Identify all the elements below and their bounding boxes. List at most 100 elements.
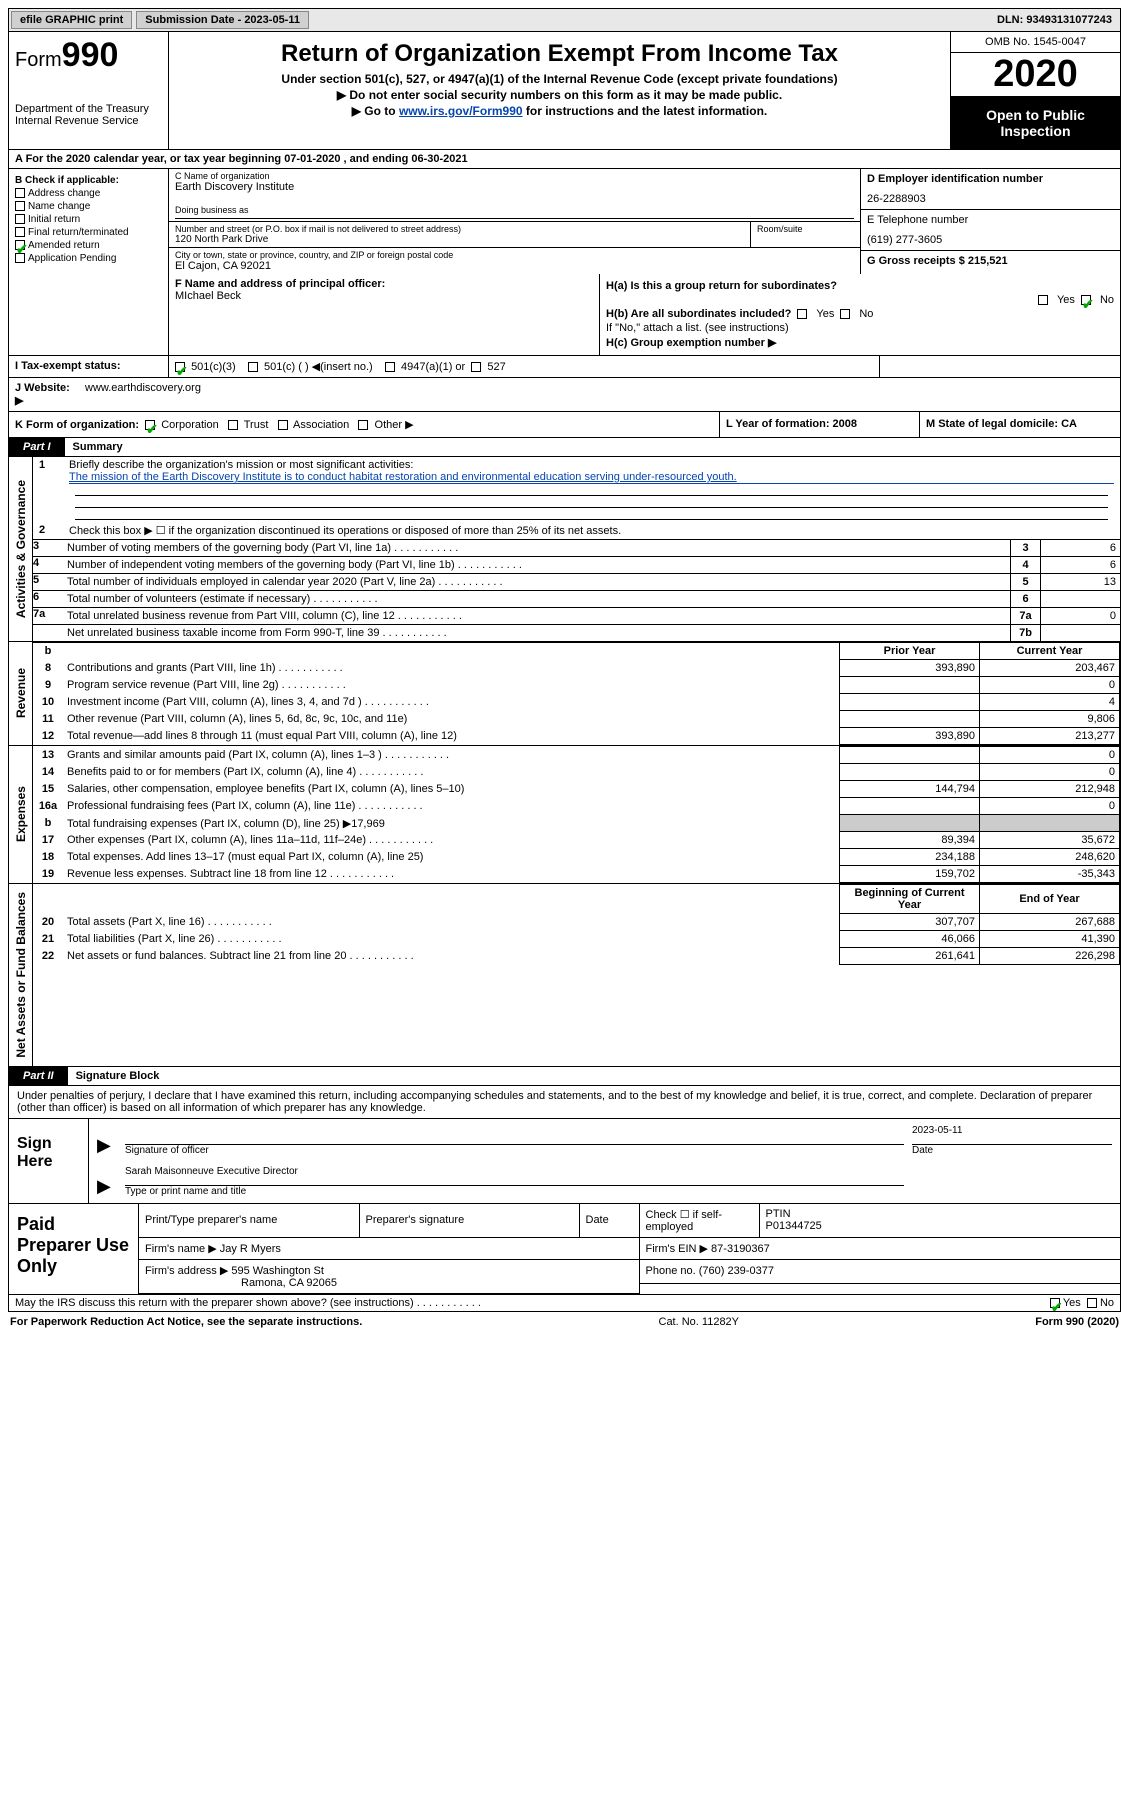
omb-number: OMB No. 1545-0047: [951, 32, 1120, 53]
l10-prior: [840, 694, 980, 711]
address-change-label: Address change: [28, 188, 100, 199]
efile-button[interactable]: efile GRAPHIC print: [11, 11, 132, 29]
row-a-tax-year: A For the 2020 calendar year, or tax yea…: [8, 150, 1121, 169]
prep-check-label: Check ☐ if self-employed: [646, 1208, 753, 1233]
assoc-label: Association: [293, 419, 349, 431]
prep-date-label: Date: [586, 1214, 633, 1226]
firm-phone-value: Phone no. (760) 239-0377: [639, 1259, 1120, 1283]
org-name-label: C Name of organization: [175, 171, 854, 181]
l13-prior: [840, 747, 980, 764]
l8-curr: 203,467: [980, 660, 1120, 677]
final-return-checkbox[interactable]: [15, 227, 25, 237]
gross-receipts-label: G Gross receipts $ 215,521: [867, 255, 1008, 267]
ha-yes-checkbox[interactable]: [1038, 295, 1048, 305]
paperwork-notice: For Paperwork Reduction Act Notice, see …: [10, 1316, 362, 1328]
501c3-checkbox[interactable]: ✔: [175, 362, 185, 372]
state-domicile: M State of legal domicile: CA: [926, 418, 1077, 430]
4947-checkbox[interactable]: [385, 362, 395, 372]
ptin-label: PTIN: [766, 1208, 1115, 1220]
line2-text: Check this box ▶ ☐ if the organization d…: [69, 524, 1114, 537]
l17-label: Other expenses (Part IX, column (A), lin…: [63, 832, 840, 849]
form-version: Form 990 (2020): [1035, 1316, 1119, 1328]
discuss-no-label: No: [1100, 1297, 1114, 1309]
trust-checkbox[interactable]: [228, 420, 238, 430]
hc-label: H(c) Group exemption number ▶: [606, 336, 776, 349]
hb-yes-checkbox[interactable]: [797, 309, 807, 319]
dln-label: DLN: 93493131077243: [989, 14, 1120, 26]
part2-title: Signature Block: [68, 1068, 1120, 1084]
hb-no-checkbox[interactable]: [840, 309, 850, 319]
vtab-revenue: Revenue: [14, 660, 28, 726]
l16a-curr: 0: [980, 798, 1120, 815]
yes-label-2: Yes: [816, 308, 834, 320]
submission-date-button[interactable]: Submission Date - 2023-05-11: [136, 11, 309, 29]
hb-note: If "No," attach a list. (see instruction…: [606, 322, 1114, 334]
corp-checkbox[interactable]: ✔: [145, 420, 155, 430]
ptin-value: P01344725: [766, 1220, 1115, 1232]
address-change-checkbox[interactable]: [15, 188, 25, 198]
l19-curr: -35,343: [980, 866, 1120, 883]
4947-label: 4947(a)(1) or: [401, 361, 465, 373]
l16b-label: Total fundraising expenses (Part IX, col…: [63, 815, 840, 832]
ha-no-checkbox[interactable]: ✔: [1081, 295, 1091, 305]
phone-value: (619) 277-3605: [867, 234, 1114, 246]
name-change-checkbox[interactable]: [15, 201, 25, 211]
l18-curr: 248,620: [980, 849, 1120, 866]
firm-ein-value: Firm's EIN ▶ 87-3190367: [639, 1237, 1120, 1259]
amended-return-label: Amended return: [28, 240, 100, 251]
firm-name-value: Jay R Myers: [220, 1243, 281, 1255]
part1-badge: Part I: [9, 438, 65, 456]
l15-prior: 144,794: [840, 781, 980, 798]
suite-label: Room/suite: [757, 224, 854, 234]
l20-boy: 307,707: [840, 914, 980, 931]
line7b-value: [1040, 625, 1120, 641]
form-org-label: K Form of organization:: [15, 419, 139, 431]
501c-checkbox[interactable]: [248, 362, 258, 372]
501c-label: 501(c) ( ) ◀(insert no.): [264, 361, 373, 373]
assoc-checkbox[interactable]: [278, 420, 288, 430]
l16a-label: Professional fundraising fees (Part IX, …: [63, 798, 840, 815]
other-checkbox[interactable]: [358, 420, 368, 430]
goto-prefix: ▶ Go to: [352, 104, 399, 118]
city-label: City or town, state or province, country…: [175, 250, 854, 260]
line5-label: Total number of individuals employed in …: [63, 574, 1010, 590]
name-arrow-icon: ▶: [97, 1176, 117, 1197]
instructions-link[interactable]: www.irs.gov/Form990: [399, 104, 523, 118]
mission-label: Briefly describe the organization's miss…: [69, 459, 1114, 471]
vtab-netassets: Net Assets or Fund Balances: [14, 884, 28, 1066]
firm-addr-label: Firm's address ▶: [145, 1265, 228, 1277]
line7a-label: Total unrelated business revenue from Pa…: [63, 608, 1010, 624]
l20-label: Total assets (Part X, line 16): [63, 914, 840, 931]
trust-label: Trust: [244, 419, 269, 431]
penalty-statement: Under penalties of perjury, I declare th…: [8, 1086, 1121, 1119]
discuss-yes-checkbox[interactable]: ✔: [1050, 1298, 1060, 1308]
l22-eoy: 226,298: [980, 948, 1120, 965]
l15-curr: 212,948: [980, 781, 1120, 798]
name-change-label: Name change: [28, 201, 90, 212]
ein-label: D Employer identification number: [867, 173, 1043, 185]
pending-checkbox[interactable]: [15, 253, 25, 263]
yes-label: Yes: [1057, 294, 1075, 306]
hb-label: H(b) Are all subordinates included?: [606, 308, 791, 320]
initial-return-checkbox[interactable]: [15, 214, 25, 224]
amended-return-checkbox[interactable]: ✔: [15, 240, 25, 250]
527-checkbox[interactable]: [471, 362, 481, 372]
line6-value: [1040, 591, 1120, 607]
year-formation: L Year of formation: 2008: [726, 418, 857, 430]
website-value: www.earthdiscovery.org: [79, 378, 840, 411]
city-value: El Cajon, CA 92021: [175, 260, 854, 272]
l21-eoy: 41,390: [980, 931, 1120, 948]
signature-arrow-icon: ▶: [97, 1135, 117, 1156]
form-number: 990: [62, 36, 119, 74]
l11-label: Other revenue (Part VIII, column (A), li…: [63, 711, 840, 728]
eoy-hdr: End of Year: [980, 885, 1120, 914]
form-subtitle-2: ▶ Do not enter social security numbers o…: [177, 88, 942, 102]
sign-here-label: Sign Here: [9, 1119, 89, 1203]
paid-preparer-label: Paid Preparer Use Only: [9, 1204, 139, 1294]
discuss-no-checkbox[interactable]: [1087, 1298, 1097, 1308]
ein-value: 26-2288903: [867, 193, 1114, 205]
firm-city-value: Ramona, CA 92065: [241, 1277, 337, 1289]
501c3-label: 501(c)(3): [191, 361, 236, 373]
dept-label: Department of the Treasury Internal Reve…: [15, 103, 162, 127]
527-label: 527: [487, 361, 505, 373]
